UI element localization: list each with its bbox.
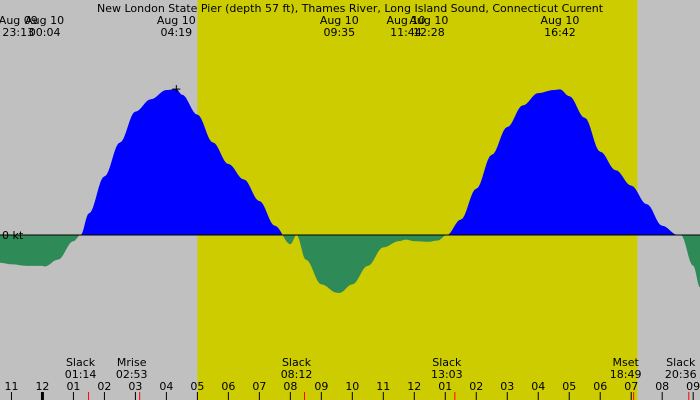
hour-tick-label: 10: [345, 380, 359, 393]
event-time-label: 04:19: [160, 26, 192, 39]
hour-tick-label: 01: [438, 380, 452, 393]
hour-tick-label: 12: [35, 380, 49, 393]
hour-tick-label: 09: [686, 380, 700, 393]
axis-layer: 11 12 01 02 03 04 05 06 07 08 09 10 11 12 01 02 03 04 05 06…: [4, 380, 700, 400]
event-date-label: Aug 10: [25, 14, 64, 27]
bottom-event-label: Mrise: [117, 356, 147, 369]
hour-tick-label: 05: [190, 380, 204, 393]
hour-tick-label: 11: [376, 380, 390, 393]
bottom-event-label: Slack: [282, 356, 312, 369]
hour-tick-label: 04: [159, 380, 173, 393]
zero-kt-label: 0 kt: [2, 229, 24, 242]
hour-tick-label: 08: [283, 380, 297, 393]
bottom-event-label: Slack: [432, 356, 462, 369]
hour-tick-label: 11: [4, 380, 18, 393]
hour-tick-label: 06: [593, 380, 607, 393]
event-time-label: 12:28: [413, 26, 445, 39]
event-date-label: Aug 10: [409, 14, 448, 27]
hour-tick-label: 05: [562, 380, 576, 393]
hour-tick-label: 07: [252, 380, 266, 393]
event-time-label: 00:04: [29, 26, 61, 39]
bottom-event-time: 02:53: [116, 368, 148, 381]
bottom-event-time: 20:36: [665, 368, 697, 381]
chart-title: New London State Pier (depth 57 ft), Tha…: [97, 2, 604, 15]
event-date-label: Aug 09: [0, 14, 38, 27]
bottom-event-label: Slack: [666, 356, 696, 369]
hour-tick-label: 12: [407, 380, 421, 393]
event-time-label: 09:35: [323, 26, 355, 39]
current-curve-layer: [0, 85, 700, 293]
hour-tick-label: 08: [655, 380, 669, 393]
hour-tick-label: 02: [97, 380, 111, 393]
event-date-label: Aug 10: [157, 14, 196, 27]
hour-tick-label: 01: [66, 380, 80, 393]
bottom-event-time: 01:14: [65, 368, 97, 381]
ebb-current-area: [0, 235, 700, 293]
bottom-event-time: 13:03: [431, 368, 463, 381]
hour-tick-label: 04: [531, 380, 545, 393]
label-layer: New London State Pier (depth 57 ft), Tha…: [0, 2, 697, 381]
event-date-label: Aug 10: [386, 14, 425, 27]
hour-tick-label: 03: [128, 380, 142, 393]
bottom-event-time: 18:49: [610, 368, 642, 381]
event-date-label: Aug 10: [320, 14, 359, 27]
event-time-label: 11:44: [390, 26, 422, 39]
hour-tick-label: 09: [314, 380, 328, 393]
flood-current-area: [0, 89, 700, 235]
bottom-event-label: Mset: [612, 356, 639, 369]
hour-tick-label: 03: [500, 380, 514, 393]
event-date-label: Aug 10: [540, 14, 579, 27]
hour-tick-label: 02: [469, 380, 483, 393]
event-time-label: 16:42: [544, 26, 576, 39]
bottom-event-time: 08:12: [281, 368, 313, 381]
event-time-label: 23:13: [2, 26, 34, 39]
hour-tick-label: 06: [221, 380, 235, 393]
bottom-event-label: Slack: [66, 356, 96, 369]
hour-tick-label: 07: [624, 380, 638, 393]
